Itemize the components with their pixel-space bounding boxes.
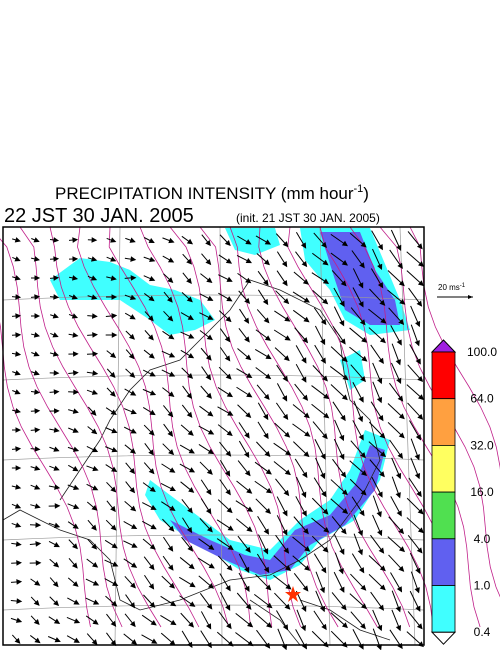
colorbar-label: 32.0	[470, 438, 494, 452]
colorbar-segment	[432, 399, 455, 446]
colorbar-label: 4.0	[474, 532, 491, 546]
reference-label-exponent: -1	[460, 283, 466, 289]
colorbar-label: 0.4	[474, 625, 491, 639]
colorbar-label: 100.0	[467, 345, 497, 359]
title-exponent: -1	[354, 183, 364, 195]
init-time: (init. 21 JST 30 JAN. 2005)	[236, 211, 380, 225]
colorbar-label: 1.0	[474, 579, 491, 593]
reference-arrowhead	[468, 295, 473, 299]
colorbar-under	[432, 632, 455, 644]
reference-label-text: 20 ms	[438, 283, 460, 292]
title: PRECIPITATION INTENSITY (mm hour-1)	[55, 183, 369, 203]
reference-vector: 20 ms-1	[437, 283, 473, 299]
colorbar-over	[432, 340, 455, 352]
map	[0, 227, 500, 649]
colorbar-label: 64.0	[470, 392, 494, 406]
valid-time: 22 JST 30 JAN. 2005	[4, 205, 194, 227]
title-main: PRECIPITATION INTENSITY (mm hour	[55, 184, 354, 203]
reference-label: 20 ms-1	[438, 283, 466, 292]
title-close: )	[363, 184, 369, 203]
colorbar-segment	[432, 352, 455, 399]
colorbar-segment	[432, 445, 455, 492]
colorbar-segment	[432, 492, 455, 539]
colorbar: 100.0 64.0 32.0 16.0 4.0 1.0 0.4	[432, 340, 497, 644]
colorbar-segment	[432, 539, 455, 586]
colorbar-label: 16.0	[470, 485, 494, 499]
colorbar-segment	[432, 586, 455, 633]
